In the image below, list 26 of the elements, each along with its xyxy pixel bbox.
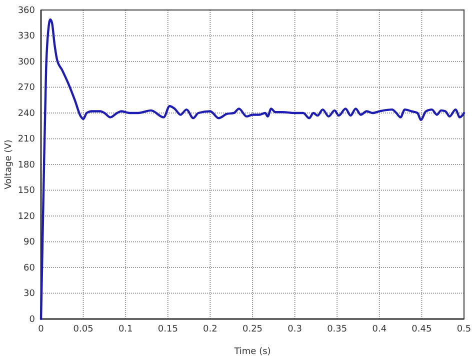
y-tick-label: 210 [18, 134, 36, 145]
y-tick-label: 60 [24, 263, 36, 274]
x-tick-label: 0.1 [118, 324, 133, 334]
y-axis-title: Voltage (V) [4, 140, 14, 190]
x-tick-label: 0.5 [456, 324, 472, 334]
x-tick-label: 0.4 [372, 324, 387, 334]
y-tick-label: 30 [24, 289, 36, 300]
x-axis-title: Time (s) [233, 347, 271, 357]
y-tick-label: 270 [18, 83, 36, 94]
x-tick-label: 0.05 [73, 324, 94, 334]
x-tick-label: 0.35 [327, 324, 348, 334]
x-tick-label: 0.45 [412, 324, 432, 334]
x-tick-label: 0 [38, 324, 44, 334]
y-tick-label: 0 [29, 314, 36, 325]
y-tick-label: 360 [18, 6, 36, 16]
y-tick-label: 240 [18, 108, 36, 119]
y-tick-label: 300 [18, 57, 36, 68]
y-tick-label: 330 [18, 32, 36, 42]
y-tick-label: 90 [24, 238, 36, 248]
y-tick-label: 150 [18, 186, 36, 196]
y-tick-label: 180 [18, 160, 36, 170]
x-tick-label: 0.25 [242, 324, 263, 334]
x-tick-label: 0.15 [158, 324, 178, 334]
x-tick-label: 0.3 [288, 324, 302, 334]
x-tick-label: 0.2 [203, 324, 218, 334]
y-tick-label: 120 [18, 212, 36, 222]
